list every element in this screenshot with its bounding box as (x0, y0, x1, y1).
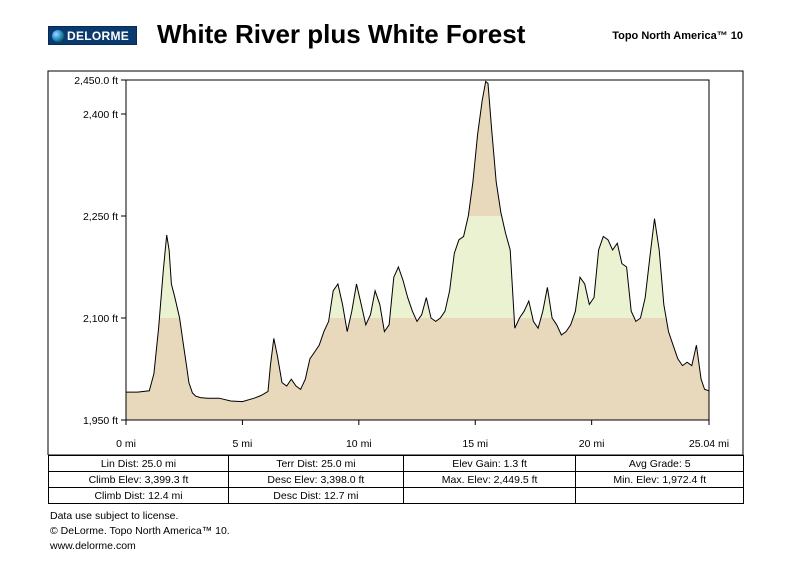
stat-desc-dist: Desc Dist: 12.7 mi (227, 487, 404, 504)
x-tick-label: 25.04 mi (689, 438, 729, 450)
elevation-profile-line (126, 80, 710, 403)
x-tick-label: 10 mi (346, 438, 372, 450)
license-note: Data use subject to license. (50, 510, 179, 522)
stat-terr-dist: Terr Dist: 25.0 mi (227, 455, 404, 472)
elevation-band (126, 81, 709, 216)
x-tick-label: 15 mi (462, 438, 488, 450)
elevation-profile-chart: 1,950 ft 2,100 ft 2,250 ft 2,400 ft 2,450.0 … (47, 70, 744, 455)
logo-text: DELORME (67, 28, 130, 43)
website-link[interactable]: www.delorme.com (50, 540, 136, 552)
elevation-band (126, 216, 709, 318)
stat-empty (575, 487, 744, 504)
delorme-logo: DELORME (48, 26, 137, 45)
stats-row: Lin Dist: 25.0 mi Terr Dist: 25.0 mi Ele… (48, 455, 744, 472)
stat-desc-elev: Desc Elev: 3,398.0 ft (227, 471, 404, 488)
stat-empty (402, 487, 577, 504)
x-tick-label: 20 mi (579, 438, 605, 450)
product-name: Topo North America™ 10 (612, 30, 743, 42)
x-tick-label: 0 mi (116, 438, 136, 450)
x-tick-label: 5 mi (232, 438, 252, 450)
stats-table: Lin Dist: 25.0 mi Terr Dist: 25.0 mi Ele… (48, 455, 744, 504)
stat-elev-gain: Elev Gain: 1.3 ft (402, 455, 577, 472)
y-tick-label: 2,400 ft (83, 109, 118, 121)
copyright-note: © DeLorme. Topo North America™ 10. (50, 525, 230, 537)
y-tick-label: 2,450.0 ft (74, 75, 118, 87)
stat-climb-dist: Climb Dist: 12.4 mi (48, 487, 229, 504)
stat-min-elev: Min. Elev: 1,972.4 ft (575, 471, 744, 488)
stat-avg-grade: Avg Grade: 5 (575, 455, 744, 472)
stat-max-elev: Max. Elev: 2,449.5 ft (402, 471, 577, 488)
stats-row: Climb Elev: 3,399.3 ft Desc Elev: 3,398.… (48, 471, 744, 488)
footer: Data use subject to license. © DeLorme. … (50, 509, 230, 554)
stat-climb-elev: Climb Elev: 3,399.3 ft (48, 471, 229, 488)
y-tick-label: 1,950 ft (83, 415, 118, 427)
globe-icon (52, 29, 64, 42)
y-tick-label: 2,100 ft (83, 313, 118, 325)
page-title: White River plus White Forest (157, 19, 526, 49)
y-tick-label: 2,250 ft (83, 211, 118, 223)
chart-frame (47, 70, 744, 455)
plot-area-border (125, 79, 710, 421)
stats-row: Climb Dist: 12.4 mi Desc Dist: 12.7 mi (48, 487, 744, 504)
stat-lin-dist: Lin Dist: 25.0 mi (48, 455, 229, 472)
elevation-band (126, 318, 709, 420)
